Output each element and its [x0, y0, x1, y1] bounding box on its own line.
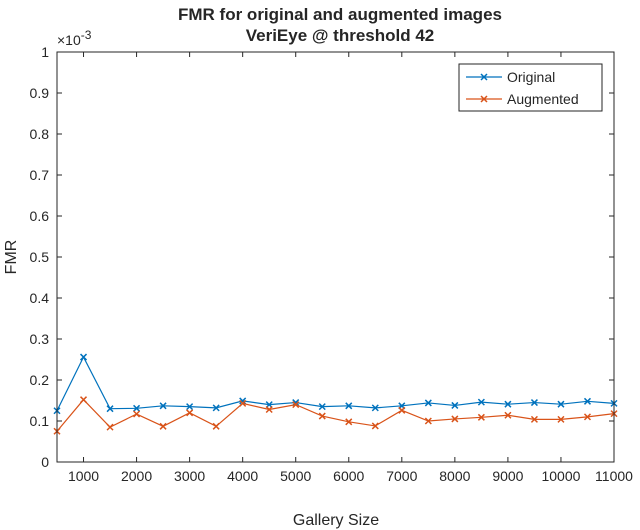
x-tick-label: 7000 [386, 468, 417, 484]
data-point-augmented [583, 413, 592, 421]
chart-title: FMR for original and augmented images [178, 5, 502, 24]
y-axis-label: FMR [3, 240, 20, 275]
legend-label-original: Original [507, 69, 555, 85]
legend-marker-augmented [480, 95, 488, 103]
y-tick-label: 0.6 [30, 208, 50, 224]
data-point-augmented [530, 415, 538, 423]
data-point-original [212, 404, 220, 412]
x-tick-label: 4000 [227, 468, 258, 484]
axis-ticks: 1000 2000 3000 4000 5000 6000 7000 8000 9000 1000… [30, 44, 634, 484]
x-tick-label: 6000 [333, 468, 364, 484]
legend-marker-original [480, 73, 488, 81]
data-point-original [79, 353, 88, 361]
y-tick-label: 0.2 [30, 372, 50, 388]
data-point-augmented [133, 410, 141, 418]
legend-label-augmented: Augmented [507, 91, 579, 107]
data-point-augmented [451, 415, 459, 423]
x-tick-label: 5000 [280, 468, 311, 484]
data-point-augmented [424, 417, 432, 425]
y-tick-label: 0.1 [30, 413, 50, 429]
data-point-original [133, 404, 141, 412]
data-point-augmented [265, 405, 273, 414]
data-point-original [451, 401, 459, 409]
data-point-original [557, 400, 565, 408]
data-point-augmented [398, 406, 406, 414]
plot-frame [56, 51, 615, 463]
data-point-original [159, 402, 167, 410]
chart-subtitle: VeriEye @ threshold 42 [246, 26, 435, 45]
y-tick-label: 0.3 [30, 331, 50, 347]
data-point-original [424, 399, 432, 407]
data-point-augmented [557, 415, 565, 423]
data-point-augmented [79, 396, 88, 404]
data-point-original [239, 397, 247, 405]
svg-text:×10-3: ×10-3 [57, 28, 92, 48]
series-layer [53, 353, 618, 435]
data-point-augmented [477, 413, 485, 421]
x-tick-label: 10000 [541, 468, 580, 484]
data-point-augmented [504, 411, 512, 419]
data-point-augmented [345, 418, 353, 426]
x-tick-label: 8000 [439, 468, 470, 484]
y-exponent-power: -3 [81, 28, 92, 42]
data-point-original [186, 403, 194, 411]
data-point-augmented [186, 409, 194, 417]
y-exponent-label: ×10-3 [57, 28, 92, 48]
y-tick-label: 0.5 [30, 249, 50, 265]
y-exponent-base: ×10 [57, 32, 81, 48]
x-tick-label: 1000 [68, 468, 99, 484]
y-tick-label: 0 [41, 454, 49, 470]
x-tick-label: 11000 [595, 468, 633, 484]
data-point-augmented [371, 422, 379, 430]
data-point-original [477, 398, 485, 406]
y-tick-label: 0.9 [30, 85, 50, 101]
x-tick-label: 9000 [492, 468, 523, 484]
legend-box [458, 63, 603, 112]
x-tick-label: 2000 [121, 468, 152, 484]
legend: Original Augmented [458, 63, 603, 112]
y-tick-label: 1 [41, 44, 49, 60]
data-point-original [345, 402, 353, 410]
data-point-augmented [106, 423, 114, 431]
data-point-augmented [292, 401, 300, 409]
plot-area [57, 52, 614, 462]
data-point-augmented [212, 422, 220, 430]
data-point-original [318, 403, 326, 411]
x-tick-label: 3000 [174, 468, 205, 484]
y-tick-label: 0.7 [30, 167, 50, 183]
data-point-original [371, 404, 379, 412]
x-axis-label: Gallery Size [293, 512, 379, 529]
data-point-original [530, 399, 538, 407]
data-point-original [583, 397, 592, 405]
y-tick-label: 0.4 [30, 290, 50, 306]
data-point-original [504, 400, 512, 408]
data-point-augmented [239, 399, 247, 407]
series-line-augmented [56, 398, 615, 432]
data-point-augmented [159, 422, 167, 430]
data-point-original [106, 405, 114, 413]
series-line-original [56, 355, 615, 412]
data-point-augmented [318, 412, 326, 420]
y-tick-label: 0.8 [30, 126, 50, 142]
